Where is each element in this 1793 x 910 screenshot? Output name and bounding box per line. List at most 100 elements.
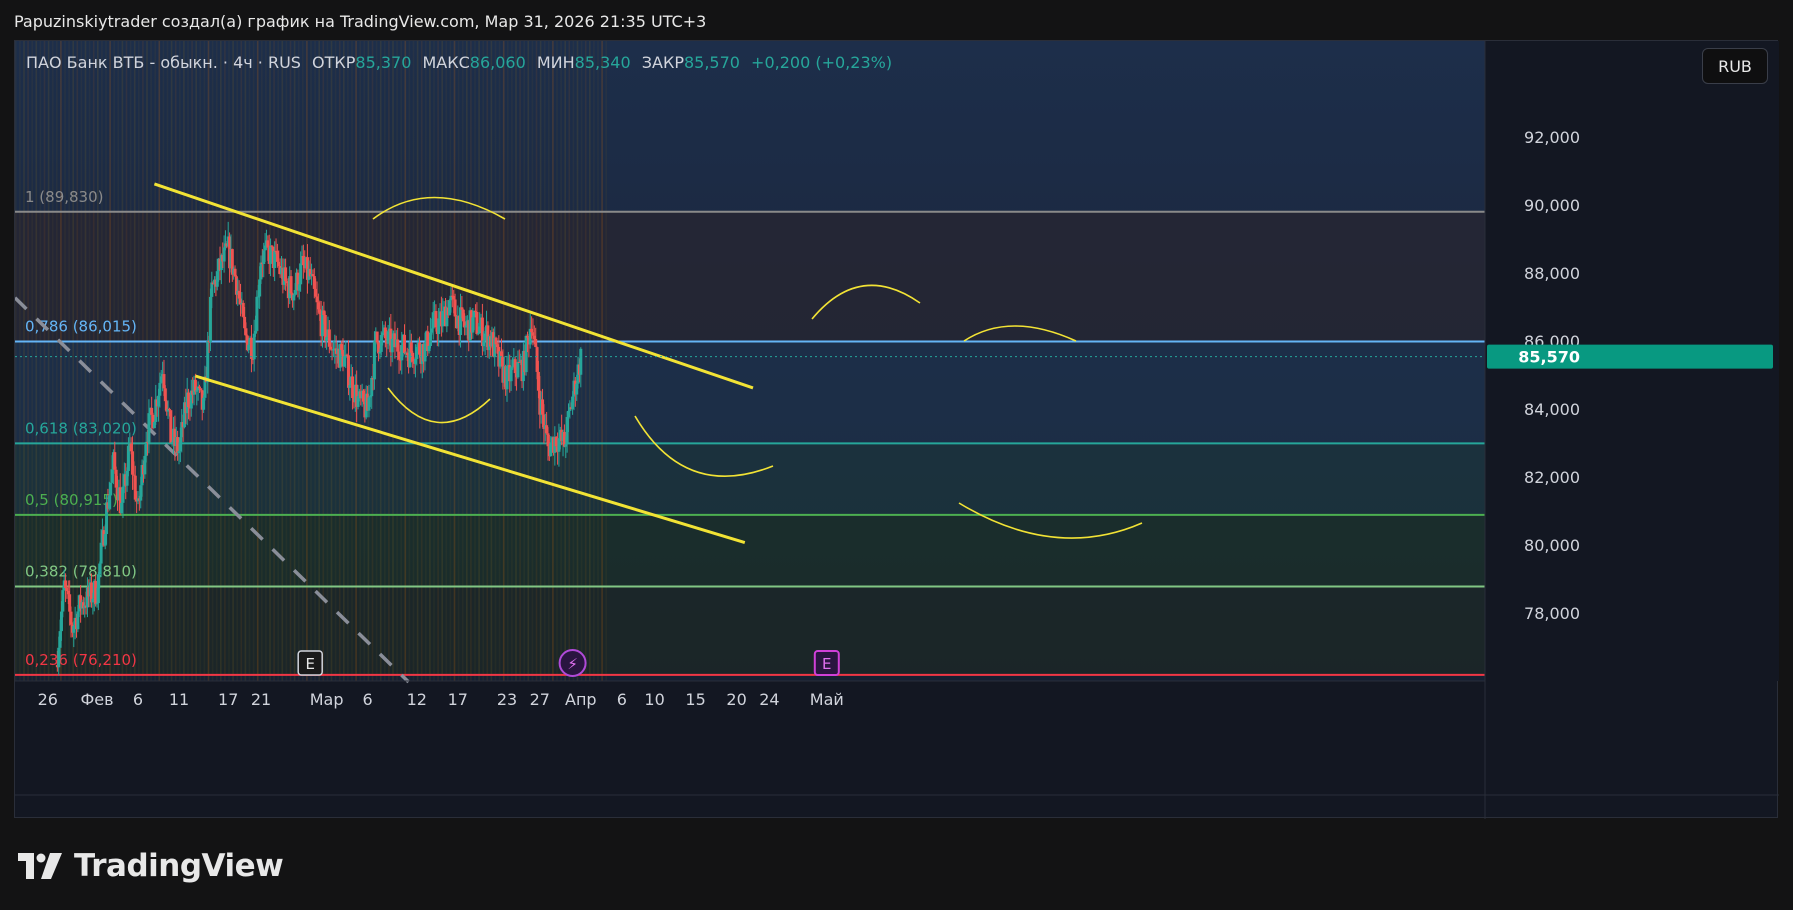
event-marker-label: E <box>822 655 831 673</box>
candle-body <box>378 351 382 354</box>
price-chart[interactable]: 1 (89,830) 0,786 (86,015) 0,618 (83,020) 0,… <box>15 41 1779 819</box>
candle-body <box>505 366 509 390</box>
candle-body <box>206 340 210 383</box>
session-stripe <box>584 41 587 681</box>
candle-body <box>557 438 561 452</box>
candle-body <box>167 408 171 411</box>
last-price-label: 85,570 <box>1518 348 1580 367</box>
candle-body <box>316 302 320 310</box>
currency-button[interactable]: RUB <box>1702 48 1768 84</box>
candle-body <box>105 502 109 535</box>
candle-body <box>285 281 289 284</box>
session-stripe <box>359 41 361 681</box>
candle-body <box>409 342 413 353</box>
candle-body <box>98 563 102 575</box>
session-stripe <box>543 41 546 681</box>
candle-body <box>513 359 517 374</box>
candle-body <box>273 250 277 269</box>
candle-body <box>239 298 242 305</box>
candle-body <box>90 582 94 603</box>
candle-body <box>390 338 394 353</box>
session-stripe <box>125 41 128 681</box>
high-value: 86,060 <box>469 53 526 72</box>
candle-body <box>203 376 207 398</box>
session-stripe <box>142 41 144 681</box>
session-stripe <box>265 41 267 681</box>
event-marker-label: E <box>305 655 314 673</box>
candle-body <box>565 416 569 445</box>
time-tick-label: Мар <box>310 690 344 709</box>
candles <box>55 221 583 676</box>
candle-body <box>331 349 335 351</box>
candle-body <box>249 337 253 359</box>
session-stripe <box>76 41 79 681</box>
candle-body <box>532 335 536 339</box>
candle-body <box>215 271 219 287</box>
session-stripe <box>486 41 489 681</box>
candle-body <box>383 327 387 339</box>
candle-body <box>413 358 417 364</box>
chart-panel[interactable]: 1 (89,830) 0,786 (86,015) 0,618 (83,020) 0,… <box>14 40 1779 819</box>
time-tick-label: 10 <box>644 690 664 709</box>
candle-body <box>323 314 327 342</box>
candle-body <box>151 414 155 429</box>
session-stripe <box>601 41 603 681</box>
session-stripe <box>113 41 115 681</box>
candle-body <box>516 361 520 378</box>
candle-body <box>493 337 497 357</box>
close-value: 85,570 <box>683 53 740 72</box>
event-marker <box>297 650 323 676</box>
candle-body <box>152 421 156 429</box>
session-stripe <box>211 41 214 681</box>
candle-body <box>72 625 76 633</box>
candle-body <box>252 333 256 360</box>
session-stripe <box>449 41 452 681</box>
candle-body <box>459 307 463 336</box>
fib-band <box>15 586 1485 675</box>
session-stripe <box>556 41 558 681</box>
candle-body <box>476 333 480 335</box>
time-tick-label: 6 <box>617 690 627 709</box>
candle-body <box>289 276 293 294</box>
tradingview-logo[interactable]: TradingView <box>18 848 284 884</box>
candle-body <box>415 346 419 359</box>
session-stripe <box>105 41 107 681</box>
candle-body <box>321 310 324 337</box>
candle-body <box>96 574 100 604</box>
session-stripe <box>84 41 87 681</box>
session-stripe <box>101 41 103 681</box>
candle-body <box>110 469 114 483</box>
candle-body <box>103 534 107 546</box>
session-stripe <box>576 41 579 681</box>
channel-trendline <box>153 182 754 390</box>
candle-body <box>579 348 583 375</box>
session-stripe <box>15 41 17 681</box>
price-tick-label: 82,000 <box>1524 468 1580 487</box>
session-stripe <box>539 41 542 681</box>
time-tick-label: 6 <box>133 690 143 709</box>
candle-body <box>530 328 534 333</box>
candle-body <box>296 272 300 291</box>
candle-body <box>400 345 404 361</box>
time-tick-label: 17 <box>218 690 238 709</box>
session-stripe <box>72 41 74 681</box>
time-tick-label: 17 <box>448 690 468 709</box>
candle-body <box>475 311 479 334</box>
session-stripe <box>285 41 288 681</box>
session-stripe <box>589 41 591 681</box>
ohlc-legend: ПАО Банк ВТБ - обыкн. · 4ч · RUS ОТКР85,… <box>26 53 892 72</box>
session-stripe <box>183 41 185 681</box>
candle-body <box>375 331 379 343</box>
session-stripe <box>568 41 571 681</box>
candle-body <box>118 487 122 514</box>
candle-body <box>277 261 281 267</box>
candle-body <box>567 410 570 417</box>
candle-body <box>562 431 566 447</box>
candle-body <box>362 390 365 402</box>
change-value: +0,200 (+0,23%) <box>751 53 893 72</box>
candle-body <box>244 328 248 336</box>
session-stripe <box>466 41 468 681</box>
session-stripe <box>43 41 46 681</box>
session-stripe <box>400 41 402 681</box>
candle-body <box>180 422 184 438</box>
